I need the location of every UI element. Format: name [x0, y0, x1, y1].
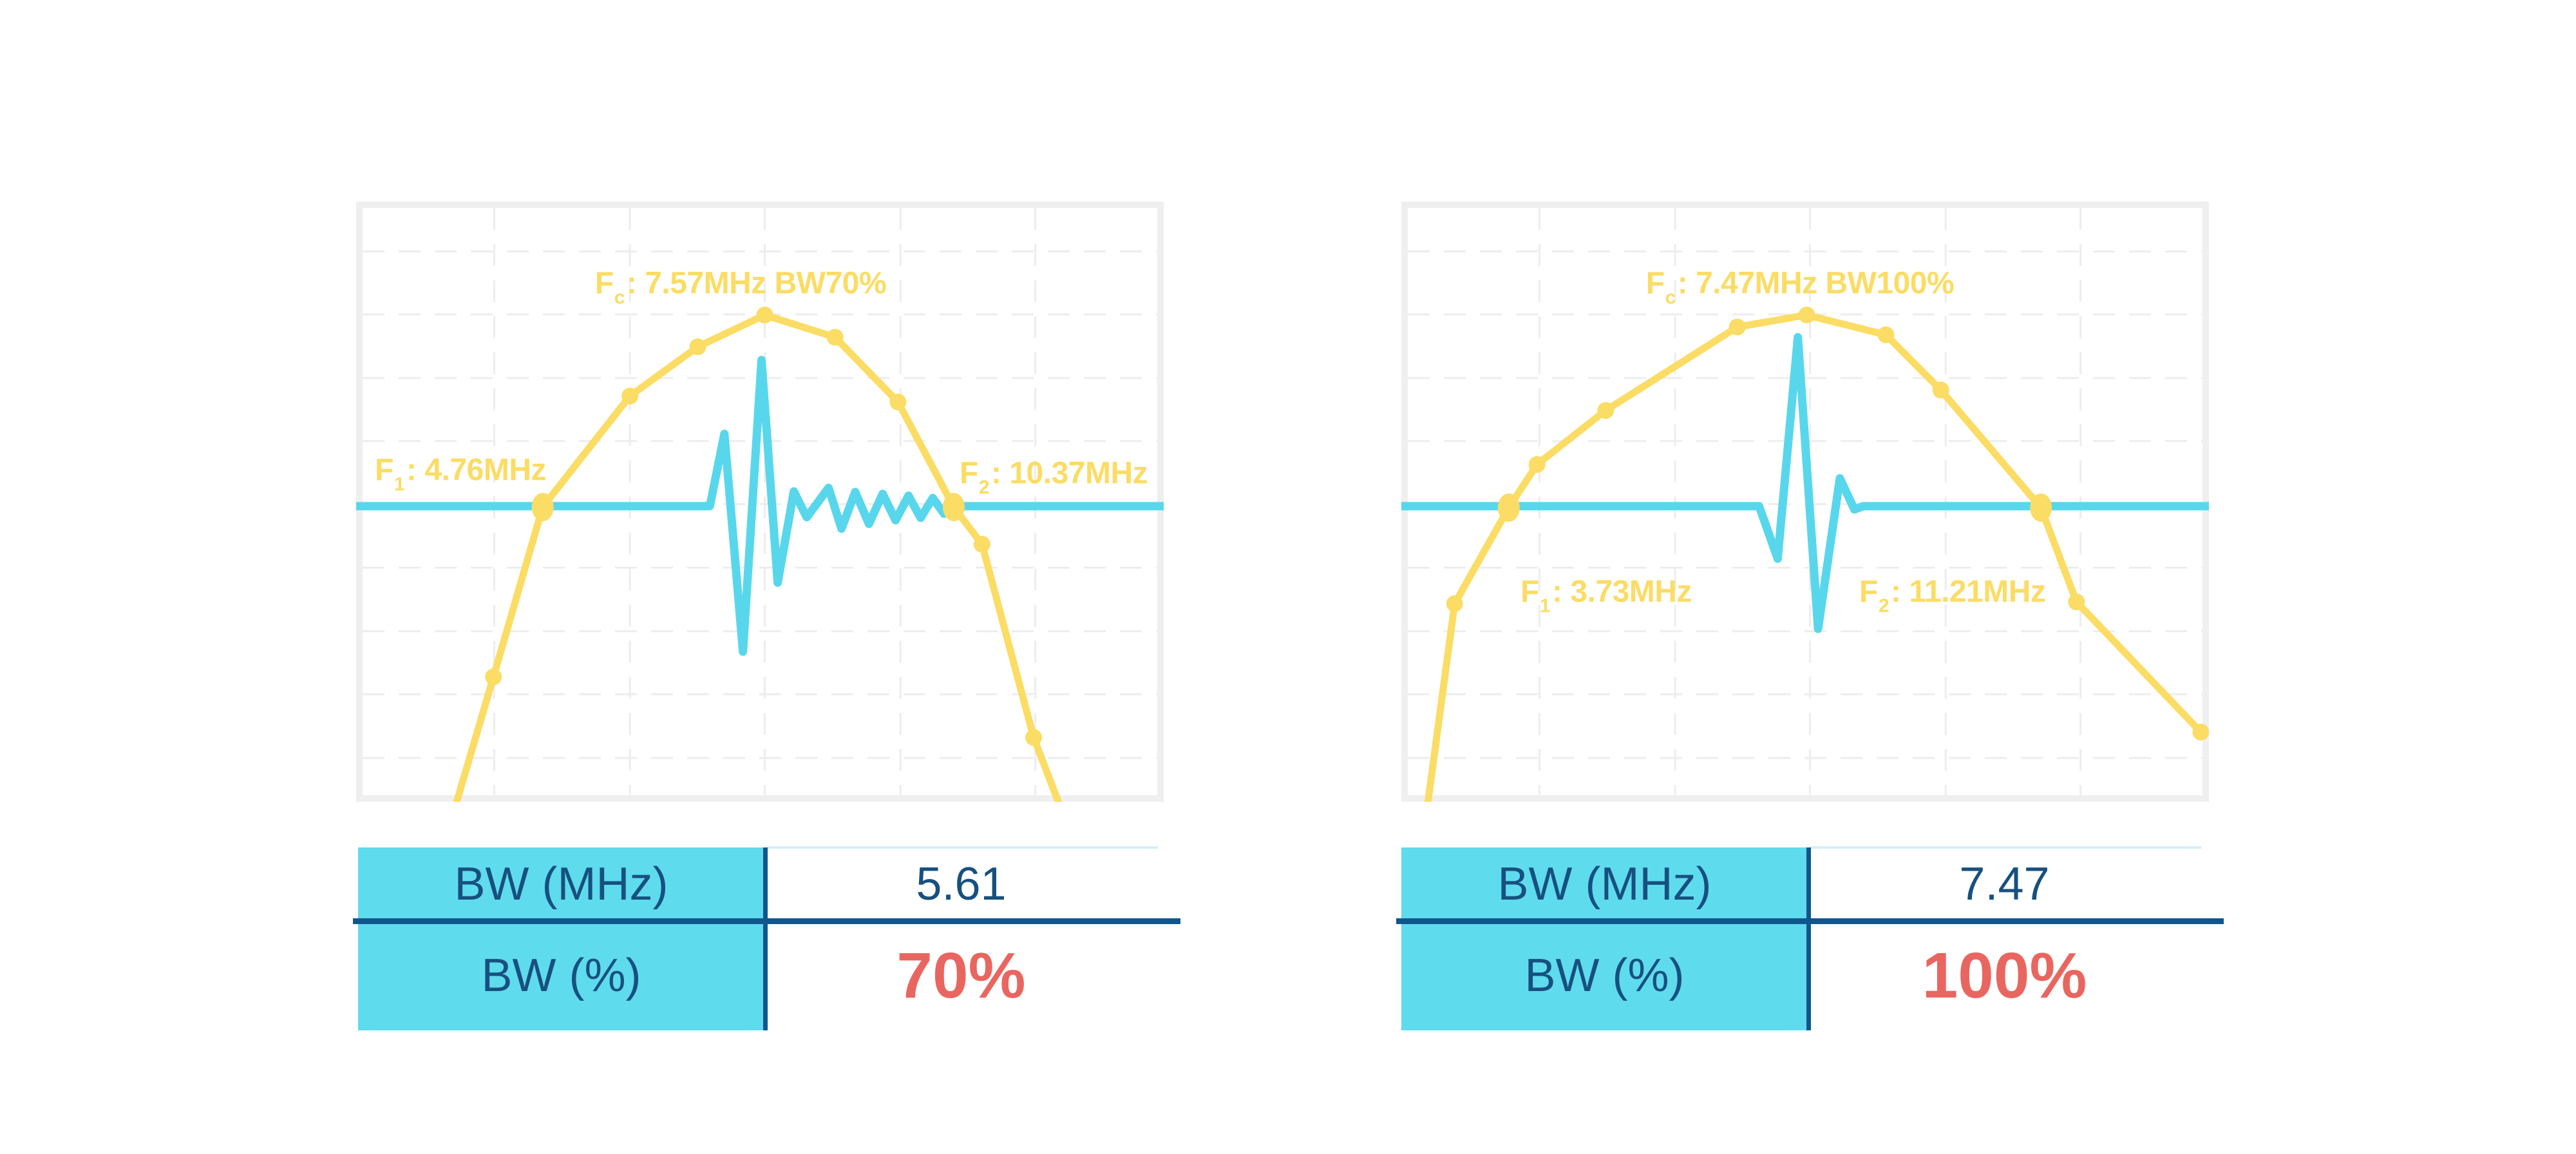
fc-annotation: Fc: 7.57MHz BW70%: [594, 266, 887, 308]
chart-panel-bw100: Fc: 7.47MHz BW100% F1: 3.73MHz F2: 11.21…: [1401, 202, 2209, 802]
fc-value: : 7.57MHz BW70%: [626, 266, 887, 301]
f2-prefix: F: [960, 456, 978, 491]
f1-subscript: 1: [393, 473, 405, 495]
bw-mhz-value: 7.47: [1959, 858, 2050, 910]
bw-mhz-value: 5.61: [916, 858, 1007, 910]
f2-prefix: F: [1859, 574, 1878, 609]
spectrum-chart-bw70: [356, 202, 1164, 802]
fc-prefix: F: [1645, 266, 1665, 301]
f1-subscript: 1: [1539, 595, 1551, 617]
fc-subscript: c: [614, 287, 625, 308]
value-column-top-border: [1810, 846, 2201, 849]
spectrum-chart-bw100: [1401, 202, 2209, 802]
fc-annotation: Fc: 7.47MHz BW100%: [1645, 266, 1955, 308]
f1-prefix: F: [375, 453, 393, 487]
table-column-divider: [1806, 847, 1811, 1030]
f1-value: : 4.76MHz: [406, 453, 546, 487]
f1-annotation: F1: 3.73MHz: [1520, 574, 1692, 617]
f1-value: : 3.73MHz: [1552, 574, 1692, 609]
bw-percent-value: 70%: [896, 939, 1026, 1012]
fc-prefix: F: [594, 266, 614, 301]
fc-subscript: c: [1665, 287, 1676, 308]
f2-subscript: 2: [1878, 595, 1889, 617]
value-column-top-border: [766, 846, 1158, 849]
bw-mhz-label: BW (MHz): [1497, 858, 1712, 910]
f2-value: : 10.37MHz: [991, 456, 1148, 491]
fc-value: : 7.47MHz BW100%: [1677, 266, 1955, 301]
f2-annotation: F2: 11.21MHz: [1859, 574, 2046, 617]
f1-annotation: F1: 4.76MHz: [375, 455, 546, 495]
bw-percent-label: BW (%): [1524, 950, 1685, 1001]
f2-subscript: 2: [978, 477, 990, 498]
f1-prefix: F: [1520, 574, 1539, 609]
bw-percent-label: BW (%): [481, 950, 641, 1001]
chart-panel-bw70: Fc: 7.57MHz BW70% F1: 4.76MHz F2: 10.37M…: [356, 202, 1164, 802]
bandwidth-table-bw70: BW (MHz) BW (%) 5.61 70%: [353, 846, 1180, 1030]
bw-percent-value: 100%: [1922, 939, 2087, 1012]
f2-annotation: F2: 10.37MHz: [960, 456, 1148, 498]
bandwidth-table-bw100: BW (MHz) BW (%) 7.47 100%: [1396, 846, 2224, 1030]
table-label-column: BW (MHz) BW (%): [1401, 847, 1808, 1030]
table-label-column: BW (MHz) BW (%): [358, 847, 764, 1030]
f2-value: : 11.21MHz: [1891, 574, 2046, 609]
bw-mhz-label: BW (MHz): [454, 858, 668, 910]
table-column-divider: [763, 847, 768, 1030]
